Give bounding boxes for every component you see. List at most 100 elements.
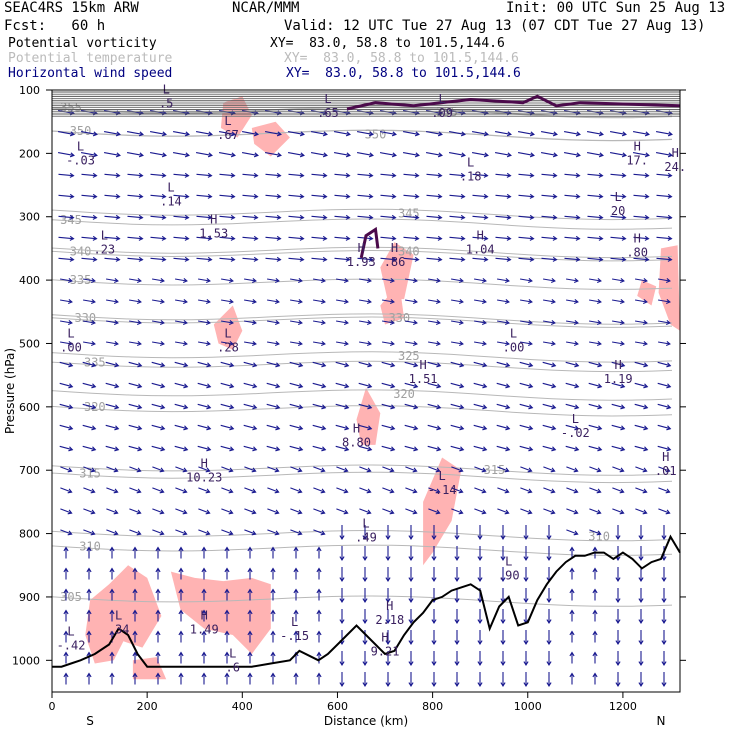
wind-arrow-head [343,340,349,347]
wind-arrow [358,403,372,409]
wind-arrow [244,278,256,282]
wind-arrow-head [206,383,212,389]
wind-arrow-head [460,214,466,220]
wind-arrow [82,403,96,409]
wind-arrow-head [619,488,625,494]
wind-arrow-head [362,640,368,646]
wind-arrow-head [506,256,512,262]
wind-arrow [589,278,601,282]
wind-arrow-head [460,193,466,199]
wind-arrow-head [155,546,161,552]
wind-arrow-head [615,661,621,667]
wind-arrow [244,487,256,493]
extremum-type: L [362,517,369,531]
wind-arrow [129,487,141,493]
wind-arrow-head [569,672,575,678]
wind-arrow-head [500,682,506,688]
wind-arrow-head [575,131,581,137]
wind-arrow-head [113,530,119,536]
wind-arrow-head [528,446,534,452]
extremum-type: H [615,358,622,372]
wind-arrow [266,361,280,367]
wind-arrow-head [92,256,98,262]
wind-arrow [657,361,671,367]
wind-arrow-head [86,546,92,552]
wind-arrow-head [529,256,535,262]
wind-arrow-head [182,488,188,494]
wind-arrow-head [408,619,414,625]
wind-arrow-head [276,152,282,158]
wind-arrow [610,236,626,240]
wind-arrow-head [207,172,213,178]
wind-arrow-head [297,340,303,347]
wind-arrow-head [389,340,395,347]
wind-arrow-head [205,298,211,305]
wind-arrow [336,508,348,514]
theta-contour-label: 315 [484,463,506,477]
wind-arrow [405,320,417,324]
wind-arrow-head [201,630,207,636]
wind-arrow-head [436,404,442,410]
wind-arrow [127,215,143,219]
wind-arrow [426,173,442,177]
wind-arrow-head [132,651,138,657]
wind-arrow-head [230,172,236,178]
wind-arrow-head [666,404,672,410]
wind-arrow-head [551,404,557,410]
wind-arrow [334,257,350,261]
wind-arrow [152,487,164,493]
extremum-value: .01 [655,464,677,478]
wind-arrow [336,320,348,324]
wind-arrow-head [550,509,556,515]
wind-arrow [635,278,647,282]
wind-arrow [357,173,373,177]
wind-arrow-head [389,277,395,284]
wind-arrow [474,487,486,493]
wind-arrow-head [115,235,121,241]
wind-arrow-head [477,661,483,667]
theta-contour-label: 335 [70,273,92,287]
wind-arrow-head [109,588,115,594]
wind-arrow [335,382,349,388]
wind-arrow-head [575,235,581,241]
wind-arrow [219,236,235,240]
wind-arrow [60,508,72,514]
wind-arrow-head [320,319,326,326]
wind-arrow [428,320,440,324]
wind-arrow [612,508,624,514]
wind-arrow-head [275,383,281,389]
wind-arrow [220,382,234,388]
wind-arrow-head [454,640,460,646]
wind-arrow [588,424,602,430]
wind-arrow-head [205,340,211,347]
wind-arrow-head [665,488,671,494]
wind-arrow [357,152,373,156]
wind-arrow-head [228,530,234,536]
wind-arrow [382,320,394,324]
wind-arrow-head [506,235,512,241]
extremum-value: .23 [93,242,115,256]
extremum-type: H [386,599,393,613]
wind-arrow [175,508,187,514]
wind-arrow-head [247,567,253,573]
wind-arrow-head [159,340,165,347]
wind-arrow-head [63,546,69,552]
wind-arrow [221,487,233,493]
wind-arrow-head [183,362,189,368]
wind-arrow-head [437,131,443,137]
wind-arrow [380,173,396,177]
pv-contour-layer [346,94,681,259]
wind-arrow [219,215,235,219]
wind-arrow-head [436,362,442,368]
wind-arrow-head [368,193,374,199]
wind-arrow-head [92,172,98,178]
wind-arrow-head [63,651,69,657]
wind-arrow-head [155,609,161,615]
wind-arrow [427,403,441,409]
wind-arrow-head [67,509,73,515]
wind-arrow [311,257,327,261]
wind-arrow-head [344,383,350,389]
wind-arrow-head [367,425,373,431]
wind-arrow-head [161,193,167,199]
wind-arrow [266,445,280,451]
